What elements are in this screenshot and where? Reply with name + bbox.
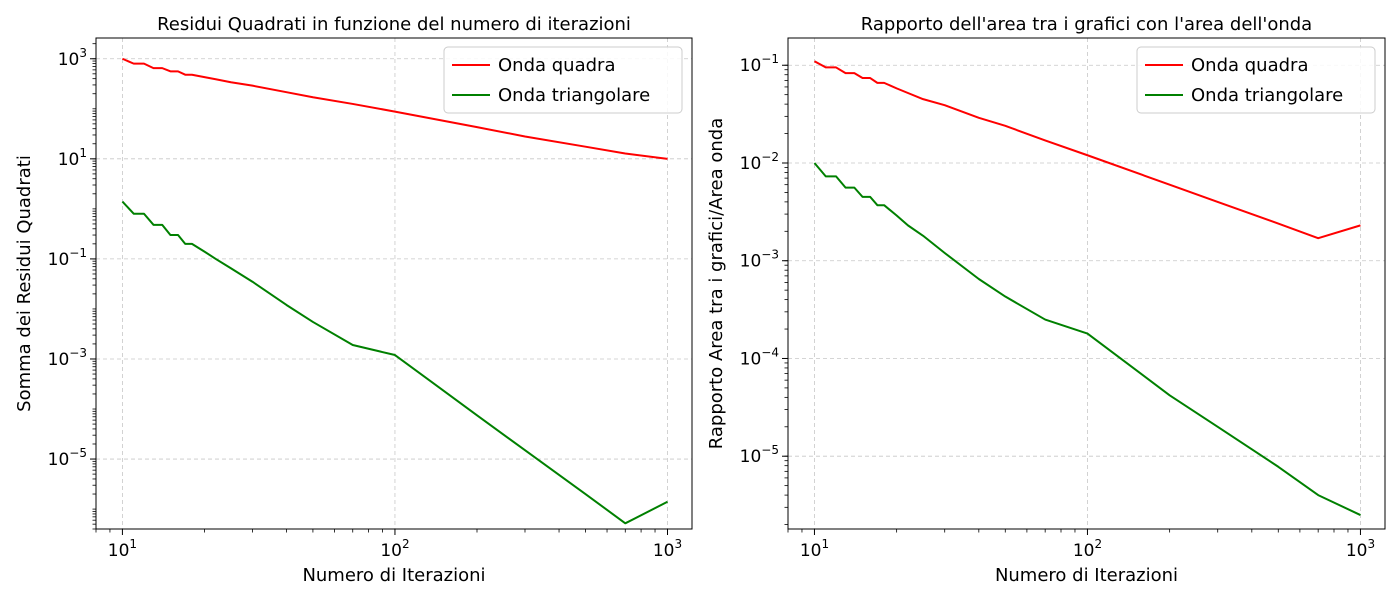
minor-ticks xyxy=(784,64,1349,533)
axes-frame xyxy=(787,37,1386,530)
legend-box xyxy=(1136,46,1376,114)
x-tick-label: 103 xyxy=(1346,537,1375,561)
y-tick-label: 10−1 xyxy=(740,52,779,76)
minor-ticks xyxy=(92,43,656,533)
legend: Onda quadra Onda triangolare xyxy=(443,46,683,114)
x-tick-label: 102 xyxy=(380,537,409,561)
x-axis-label: Numero di Iterazioni xyxy=(995,565,1178,586)
y-tick-label: 10−2 xyxy=(740,150,779,174)
y-tick-label: 10−5 xyxy=(48,446,87,470)
legend: Onda quadra Onda triangolare xyxy=(1136,46,1376,114)
legend-label: Onda quadra xyxy=(498,55,615,76)
axes-frame xyxy=(95,37,693,530)
y-axis-label: Somma dei Residui Quadrati xyxy=(14,155,35,412)
chart-panel-1: 101 102 103 103 101 10−1 10−3 10−5 Residui Quadr… xyxy=(14,14,693,586)
series-line-onda-quadra xyxy=(122,57,668,160)
x-tick-label: 103 xyxy=(653,537,682,561)
y-tick-label: 10−3 xyxy=(48,346,87,370)
series-line-onda-triangolare xyxy=(121,200,668,525)
legend-box xyxy=(443,46,683,114)
grid xyxy=(96,38,692,529)
y-tick-label: 103 xyxy=(58,46,87,70)
chart-title: Residui Quadrati in funzione del numero … xyxy=(157,14,631,35)
x-tick-label: 101 xyxy=(108,537,137,561)
series-line-onda-quadra xyxy=(813,60,1361,240)
x-tick-label: 102 xyxy=(1073,537,1102,561)
y-axis-label: Rapporto Area tra i grafici/Area onda xyxy=(706,118,727,449)
y-tick-label: 10−1 xyxy=(48,246,87,270)
legend-label: Onda quadra xyxy=(1191,55,1308,76)
y-tick-label: 101 xyxy=(58,146,87,170)
legend-label: Onda triangolare xyxy=(1191,85,1343,106)
x-tick-label: 101 xyxy=(800,537,829,561)
y-tick-label: 10−5 xyxy=(740,443,779,467)
legend-label: Onda triangolare xyxy=(498,85,650,106)
y-tick-label: 10−4 xyxy=(740,345,779,369)
grid xyxy=(788,38,1385,529)
y-tick-label: 10−3 xyxy=(740,248,779,272)
chart-title: Rapporto dell'area tra i grafici con l'a… xyxy=(861,14,1312,35)
series-line-onda-triangolare xyxy=(813,162,1361,516)
chart-panel-2: 101 102 103 10−1 10−2 10−3 10−4 10−5 Rapporto de… xyxy=(706,14,1386,586)
x-axis-label: Numero di Iterazioni xyxy=(302,565,485,586)
